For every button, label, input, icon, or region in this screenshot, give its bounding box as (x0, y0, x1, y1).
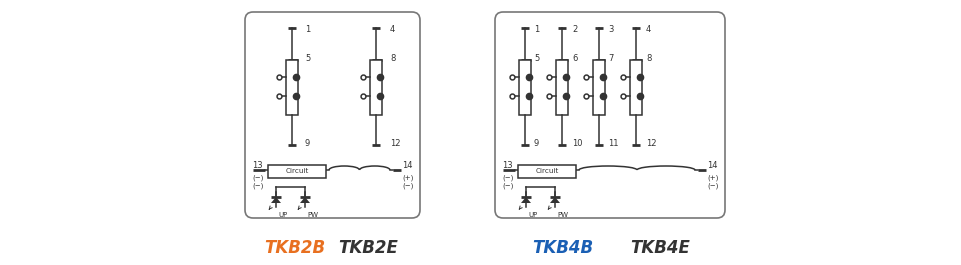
Text: (−): (−) (502, 175, 513, 181)
Text: 3: 3 (607, 24, 613, 33)
Text: 6: 6 (572, 54, 577, 63)
Text: 4: 4 (646, 24, 651, 33)
Text: 14: 14 (706, 161, 717, 170)
Text: TKB4B: TKB4B (531, 239, 593, 257)
Text: Circuit: Circuit (285, 168, 308, 174)
Text: 2: 2 (572, 24, 577, 33)
Text: 9: 9 (305, 139, 310, 148)
Text: (−): (−) (252, 175, 263, 181)
Text: UP: UP (278, 212, 287, 218)
Text: (−): (−) (502, 183, 513, 189)
FancyBboxPatch shape (495, 12, 725, 218)
Text: 12: 12 (389, 139, 400, 148)
Text: 11: 11 (607, 139, 618, 148)
Text: (+): (+) (402, 175, 413, 181)
Polygon shape (271, 197, 281, 203)
FancyBboxPatch shape (245, 12, 420, 218)
Text: (−): (−) (706, 183, 718, 189)
Text: 10: 10 (572, 139, 582, 148)
Text: 1: 1 (533, 24, 539, 33)
Text: Circuit: Circuit (534, 168, 558, 174)
Text: 5: 5 (305, 54, 310, 63)
Text: 1: 1 (305, 24, 310, 33)
Text: (+): (+) (706, 175, 718, 181)
Bar (555, 60, 567, 115)
Bar (592, 60, 604, 115)
Bar (268, 165, 326, 178)
Text: 14: 14 (402, 161, 412, 170)
Text: 13: 13 (502, 161, 512, 170)
Bar (517, 165, 576, 178)
Text: TKB2B: TKB2B (264, 239, 325, 257)
Text: (−): (−) (252, 183, 263, 189)
Text: 8: 8 (389, 54, 395, 63)
Polygon shape (300, 197, 309, 203)
Text: TKB4E: TKB4E (629, 239, 689, 257)
Polygon shape (521, 197, 530, 203)
Text: 5: 5 (533, 54, 539, 63)
Text: 9: 9 (533, 139, 539, 148)
Polygon shape (550, 197, 559, 203)
Bar (629, 60, 641, 115)
Text: TKB2E: TKB2E (337, 239, 398, 257)
Text: PW: PW (307, 212, 318, 218)
Text: 12: 12 (646, 139, 655, 148)
Bar (519, 60, 530, 115)
Text: PW: PW (556, 212, 567, 218)
Text: 13: 13 (252, 161, 262, 170)
Text: 8: 8 (646, 54, 651, 63)
Text: (−): (−) (402, 183, 413, 189)
Text: 7: 7 (607, 54, 613, 63)
Text: UP: UP (528, 212, 536, 218)
Bar (285, 60, 298, 115)
Text: 4: 4 (389, 24, 395, 33)
Bar (370, 60, 382, 115)
